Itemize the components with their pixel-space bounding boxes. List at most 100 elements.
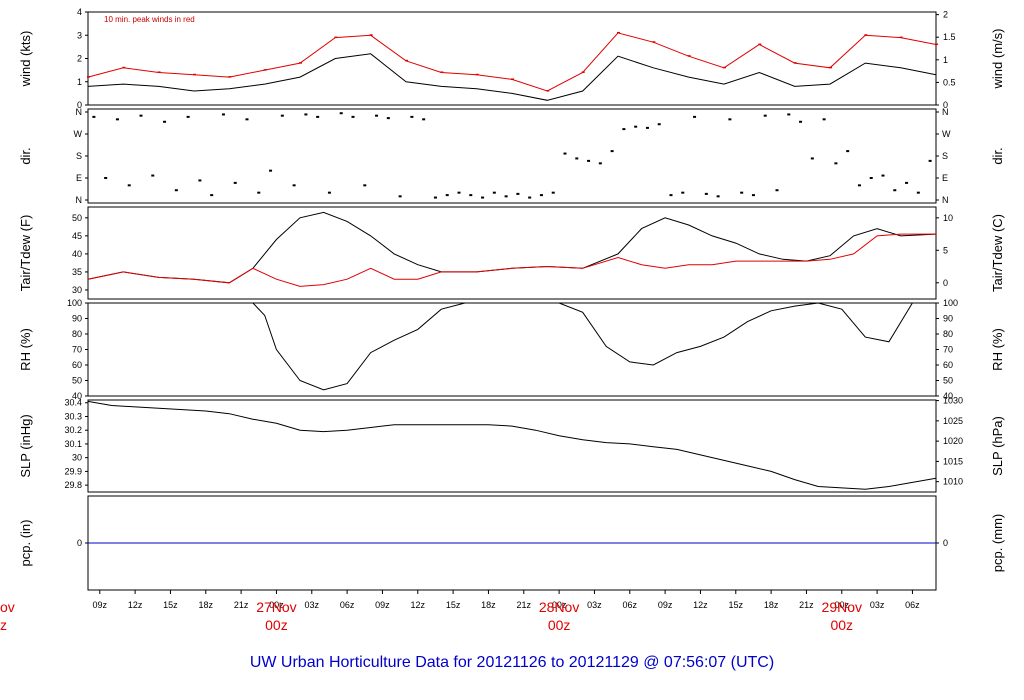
day-label-date: 27Nov	[256, 599, 296, 615]
peak-wind-marker	[157, 71, 161, 73]
peak-wind-marker	[581, 71, 585, 73]
x-tick-label: 18z	[199, 600, 214, 610]
tick-label-left-temp: 30	[72, 285, 82, 295]
day-label-date: 28Nov	[539, 599, 579, 615]
tick-label-left-rh: 50	[72, 376, 82, 386]
dir-point	[799, 120, 803, 123]
dir-point	[634, 125, 638, 128]
tick-label-right-dir: S	[942, 151, 948, 161]
dir-point	[728, 118, 732, 121]
x-tick-label: 15z	[729, 600, 744, 610]
x-tick-label: 12z	[128, 600, 143, 610]
tick-label-left-temp: 50	[72, 213, 82, 223]
x-tick-label: 09z	[658, 600, 673, 610]
tick-label-left-dir: E	[76, 173, 82, 183]
tick-label-left-temp: 40	[72, 249, 82, 259]
tick-label-left-slp: 30.2	[64, 425, 82, 435]
dir-point	[751, 194, 755, 197]
panel-frame-rh	[87, 302, 937, 397]
ylabel-right-temp: Tair/Tdew (C)	[990, 214, 1005, 292]
tick-label-right-rh: 90	[943, 314, 953, 324]
x-tick-label: 21z	[234, 600, 249, 610]
tick-label-right-wind: 1	[943, 55, 948, 65]
x-tick-label: 15z	[163, 600, 178, 610]
x-tick-label: 03z	[587, 600, 602, 610]
dir-point	[504, 195, 508, 198]
peak-wind-marker	[475, 73, 479, 76]
dir-point	[528, 196, 532, 199]
tick-label-left-wind: 4	[77, 7, 82, 17]
x-tick-label: 15z	[446, 600, 461, 610]
x-tick-label: 00z	[552, 600, 567, 610]
x-tick-label: 21z	[517, 600, 532, 610]
dir-point	[775, 189, 779, 192]
peak-wind-marker	[263, 69, 267, 71]
dir-point	[681, 191, 685, 194]
dir-point	[763, 114, 767, 117]
dir-point	[657, 123, 661, 126]
dir-point	[575, 157, 579, 160]
tick-label-left-temp: 45	[72, 231, 82, 241]
dir-point	[539, 194, 543, 197]
series-line-wind-10-min-peak-winds	[87, 32, 937, 92]
dir-point	[245, 118, 249, 121]
tick-label-left-pcp: 0	[77, 538, 82, 548]
tick-label-left-dir: N	[76, 195, 83, 205]
tick-label-right-wind: 1.5	[943, 32, 956, 42]
tick-label-left-wind: 3	[77, 30, 82, 40]
dir-point	[351, 115, 355, 118]
dir-point	[210, 194, 214, 197]
peak-wind-marker	[440, 71, 444, 73]
peak-wind-marker	[829, 66, 832, 69]
ylabel-right-slp: SLP (hPa)	[990, 416, 1005, 476]
dir-point	[257, 191, 261, 194]
dir-point	[151, 174, 155, 177]
x-tick-label: 06z	[623, 600, 638, 610]
day-label-edge-date: ov	[0, 599, 15, 615]
dir-point	[445, 194, 449, 197]
x-tick-label: 18z	[764, 600, 779, 610]
peak-wind-marker	[723, 66, 726, 69]
dir-point	[846, 150, 850, 153]
tick-label-right-slp: 1015	[943, 456, 963, 466]
tick-label-left-dir: N	[76, 107, 83, 117]
x-tick-label: 03z	[870, 600, 885, 610]
dir-point	[398, 195, 402, 198]
dir-point	[410, 115, 414, 118]
dir-point	[163, 120, 167, 123]
tick-label-right-temp: 10	[943, 213, 953, 223]
ylabel-right-wind: wind (m/s)	[990, 29, 1005, 90]
dir-point	[740, 191, 744, 194]
dir-point	[857, 184, 861, 187]
peak-wind-marker	[87, 76, 90, 78]
tick-label-left-slp: 29.8	[64, 480, 82, 490]
tick-label-right-slp: 1010	[943, 477, 963, 487]
peak-wind-marker	[793, 62, 797, 64]
tick-label-right-wind: 0.5	[943, 77, 956, 87]
series-line-slp-slp	[87, 400, 937, 490]
tick-label-left-slp: 29.9	[64, 466, 82, 476]
dir-point	[292, 184, 296, 187]
x-tick-label: 00z	[835, 600, 850, 610]
tick-label-left-rh: 70	[72, 345, 82, 355]
x-tick-label: 09z	[375, 600, 390, 610]
dir-point	[916, 191, 920, 194]
dir-point	[115, 118, 119, 121]
dir-point	[704, 192, 708, 195]
peak-wind-marker	[511, 78, 514, 80]
x-tick-label: 06z	[340, 600, 355, 610]
tick-label-left-rh: 80	[72, 329, 82, 339]
peak-wind-marker	[935, 43, 938, 46]
tick-label-right-dir: N	[942, 195, 949, 205]
peak-wind-marker	[122, 66, 126, 69]
dir-point	[221, 113, 225, 116]
series-line-rh-rh	[88, 302, 936, 391]
tick-label-right-dir: W	[942, 129, 951, 139]
dir-point	[905, 181, 909, 184]
dir-point	[339, 112, 343, 115]
dir-point	[492, 191, 496, 194]
dir-point	[92, 115, 96, 118]
peak-wind-marker	[899, 36, 903, 39]
dir-point	[787, 113, 791, 116]
